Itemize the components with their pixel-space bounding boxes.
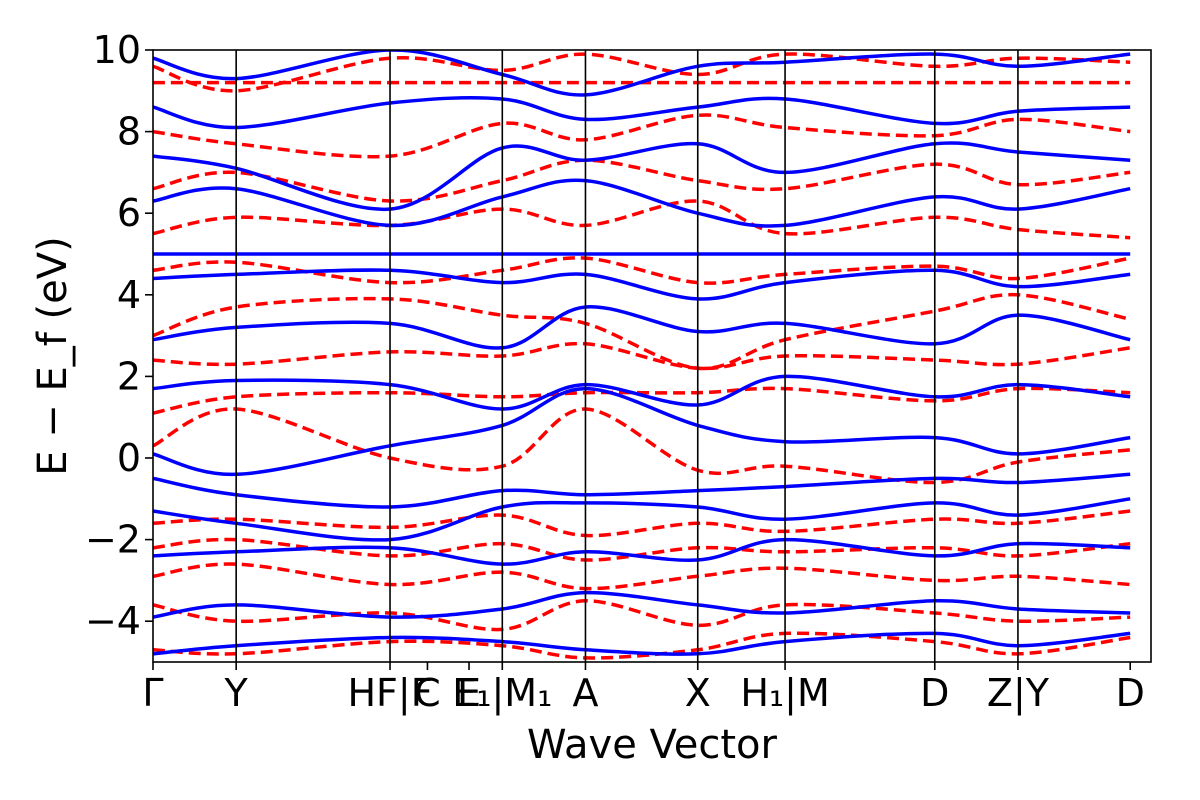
solid-band-line bbox=[153, 268, 1131, 301]
solid-band-line bbox=[153, 141, 1131, 211]
x-tick-label: Γ bbox=[142, 671, 163, 715]
solid-band-line bbox=[153, 50, 1131, 97]
x-tick-label: C bbox=[414, 671, 441, 715]
y-tick-label: 10 bbox=[93, 28, 141, 72]
x-axis-title: Wave Vector bbox=[527, 722, 778, 768]
dashed-band-line bbox=[153, 407, 1131, 485]
dashed-band-line bbox=[153, 599, 1131, 632]
dashed-band-line bbox=[153, 386, 1131, 415]
solid-band-line bbox=[153, 472, 1131, 509]
solid-band-line bbox=[153, 386, 1131, 477]
solid-band-line bbox=[153, 96, 1131, 130]
solid-band-line bbox=[153, 305, 1131, 350]
dashed-band-line bbox=[153, 292, 1131, 371]
dashed-band-line bbox=[153, 113, 1131, 159]
high-symmetry-lines bbox=[235, 50, 1019, 662]
x-tick-label: HF|F bbox=[347, 671, 432, 716]
x-tick-label: D bbox=[1116, 671, 1145, 715]
bands-layer bbox=[153, 50, 1131, 660]
solid-band-line bbox=[153, 631, 1131, 656]
x-axis-ticks: Γ Y HF|FC EE₁|M₁ A X H₁|M D Z|Y D bbox=[142, 662, 1145, 716]
y-axis-title: E − E_f (eV) bbox=[30, 236, 76, 475]
dashed-band-line bbox=[153, 537, 1131, 562]
x-tick-label: Z|Y bbox=[987, 671, 1050, 716]
solid-band-line bbox=[153, 374, 1131, 411]
dashed-band-line bbox=[153, 509, 1131, 538]
dashed-band-line bbox=[153, 158, 1131, 203]
y-axis-ticks: −4 −2 0 2 4 6 8 10 bbox=[85, 28, 153, 643]
y-tick-label: 4 bbox=[117, 273, 141, 317]
solid-band-line bbox=[153, 497, 1131, 542]
solid-band-line bbox=[153, 537, 1131, 566]
solid-band-line bbox=[153, 590, 1131, 619]
y-tick-label: 2 bbox=[117, 354, 141, 398]
x-tick-label: E bbox=[457, 671, 481, 715]
dashed-band-line bbox=[153, 341, 1131, 371]
y-tick-label: 0 bbox=[117, 436, 141, 480]
x-tick-label: H₁|M bbox=[740, 671, 829, 716]
solid-band-line bbox=[153, 178, 1131, 228]
x-tick-label: Y bbox=[224, 671, 249, 715]
y-tick-label: 6 bbox=[117, 191, 141, 235]
y-tick-label: 8 bbox=[117, 110, 141, 154]
x-tick-label: D bbox=[920, 671, 949, 715]
x-tick-label: E₁|M₁ bbox=[452, 671, 552, 716]
dashed-band-line bbox=[153, 52, 1131, 93]
y-tick-label: −4 bbox=[85, 599, 141, 643]
dashed-band-line bbox=[153, 631, 1131, 660]
dashed-band-line bbox=[153, 562, 1131, 591]
y-tick-label: −2 bbox=[85, 518, 141, 562]
x-tick-label: X bbox=[685, 671, 711, 715]
dashed-band-line bbox=[153, 199, 1131, 240]
plot-frame bbox=[152, 49, 1152, 663]
x-tick-label: A bbox=[572, 671, 598, 715]
dashed-band-line bbox=[153, 256, 1131, 285]
